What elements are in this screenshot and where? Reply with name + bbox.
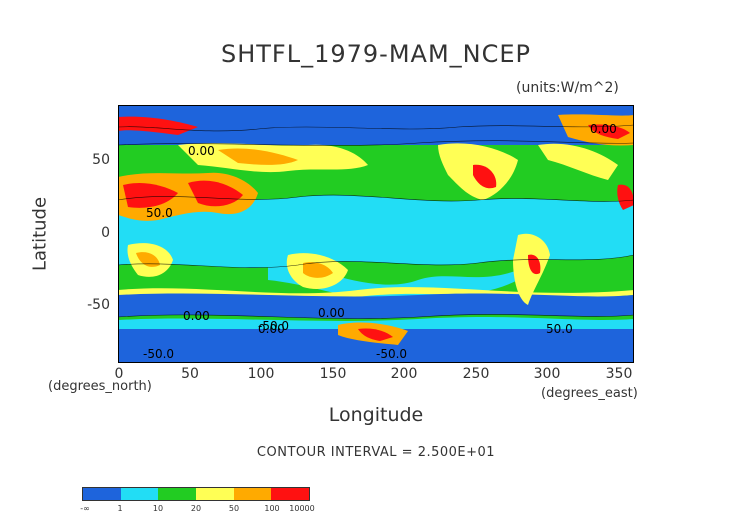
colorbar-swatch: [177, 488, 196, 500]
y-tick-label: 50: [92, 152, 110, 168]
contour-label: 0.00: [590, 122, 617, 136]
contour-label: -50.0: [376, 347, 407, 361]
contour-label: 0.00: [318, 306, 345, 320]
contour-interval: CONTOUR INTERVAL = 2.500E+01: [256, 445, 496, 460]
x-tick-label: 0: [114, 366, 124, 382]
colorbar-swatch: [139, 488, 159, 500]
colorbar-swatch: [214, 488, 234, 500]
contour-label: -50.0: [143, 347, 174, 361]
x-tick-label: 300: [533, 366, 561, 382]
colorbar-swatch: [83, 488, 102, 500]
x-tick-label: 250: [462, 366, 490, 382]
contour-label: 50.0: [146, 206, 173, 220]
x-tick-label: 100: [247, 366, 275, 382]
contour-label: 0.00: [188, 144, 215, 158]
colorbar-swatch: [271, 488, 291, 500]
colorbar-label: 100: [264, 504, 280, 513]
contour-label: -50.0: [258, 319, 289, 333]
colorbar-swatch: [252, 488, 272, 500]
colorbar: [82, 487, 310, 501]
contour-label: 0.00: [258, 322, 285, 336]
y-tick-label: 0: [101, 225, 110, 241]
x-tick-label: 200: [390, 366, 418, 382]
colorbar-swatch: [233, 488, 253, 500]
chart-title: SHTFL_1979-MAM_NCEP: [220, 40, 532, 68]
colorbar-label: 20: [190, 504, 202, 513]
colorbar-label: 10: [152, 504, 164, 513]
x-tick-label: 350: [605, 366, 633, 382]
y-axis-label: Latitude: [29, 196, 51, 272]
x-tick-label: 150: [319, 366, 347, 382]
units-label: (units:W/m^2): [516, 80, 619, 96]
colorbar-swatch: [290, 488, 309, 500]
heat-flux-map: 0.00 50.0 0.00 0.00 -50.0 0.00 -50.0 -50…: [118, 105, 634, 363]
y-tick-label: -50: [87, 297, 110, 313]
colorbar-label: 10000: [289, 504, 315, 513]
y-unit-label: (degrees_north): [48, 379, 152, 394]
contour-label: 0.00: [183, 309, 210, 323]
colorbar-swatch: [158, 488, 178, 500]
contour-label: 50.0: [546, 322, 573, 336]
x-tick-label: 50: [181, 366, 199, 382]
x-unit-label: (degrees_east): [541, 386, 638, 401]
colorbar-label: 50: [228, 504, 240, 513]
x-axis-label: Longitude: [328, 404, 424, 426]
colorbar-swatch: [101, 488, 121, 500]
colorbar-swatch: [195, 488, 215, 500]
colorbar-label: -∞: [80, 504, 90, 513]
colorbar-label: 1: [117, 504, 123, 513]
colorbar-swatch: [120, 488, 140, 500]
